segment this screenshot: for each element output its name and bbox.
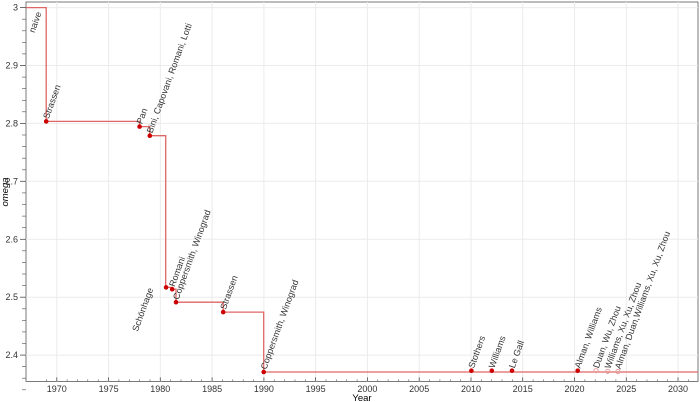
svg-text:2005: 2005 bbox=[409, 384, 429, 394]
svg-text:2.9: 2.9 bbox=[5, 61, 18, 71]
svg-text:2030: 2030 bbox=[668, 384, 688, 394]
svg-text:1970: 1970 bbox=[47, 384, 67, 394]
svg-text:1995: 1995 bbox=[306, 384, 326, 394]
svg-text:3: 3 bbox=[13, 3, 18, 13]
svg-text:1985: 1985 bbox=[202, 384, 222, 394]
svg-text:omega: omega bbox=[0, 177, 11, 206]
svg-text:2010: 2010 bbox=[461, 384, 481, 394]
svg-text:2015: 2015 bbox=[513, 384, 533, 394]
svg-text:1990: 1990 bbox=[254, 384, 274, 394]
svg-text:2.5: 2.5 bbox=[5, 292, 18, 302]
svg-text:2.4: 2.4 bbox=[5, 350, 18, 360]
svg-text:Year: Year bbox=[352, 393, 371, 402]
svg-text:2.6: 2.6 bbox=[5, 234, 18, 244]
svg-text:2025: 2025 bbox=[616, 384, 636, 394]
svg-text:2.8: 2.8 bbox=[5, 118, 18, 128]
svg-text:1975: 1975 bbox=[99, 384, 119, 394]
svg-text:1980: 1980 bbox=[150, 384, 170, 394]
svg-text:2020: 2020 bbox=[564, 384, 584, 394]
